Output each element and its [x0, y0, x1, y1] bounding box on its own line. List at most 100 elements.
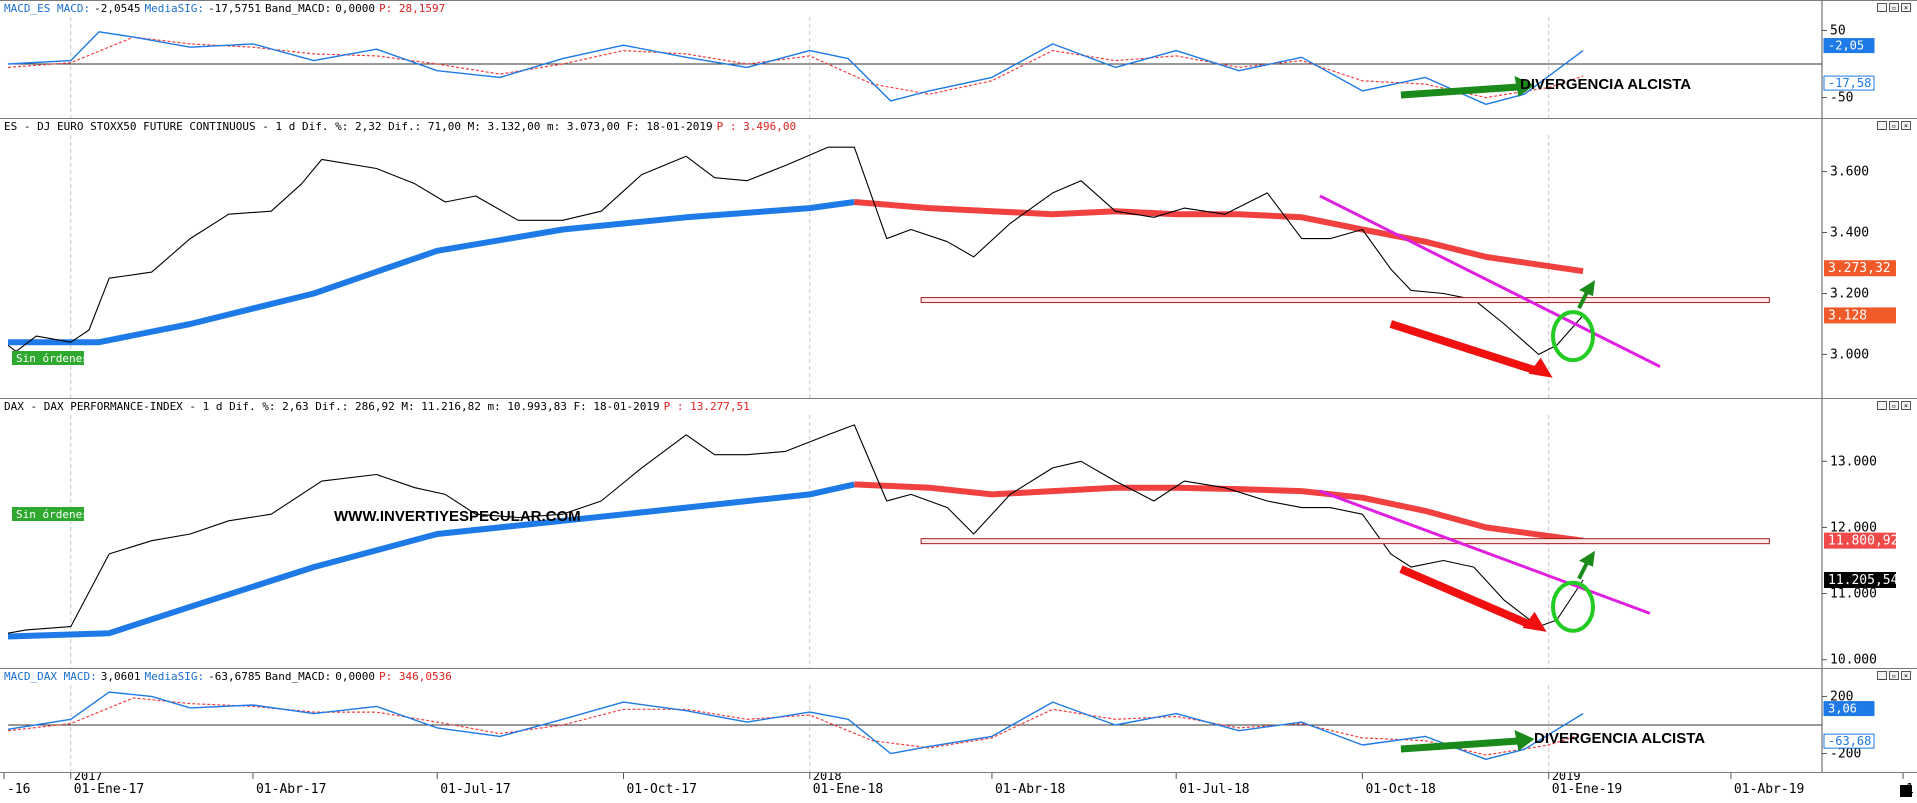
header-segment: MACD_ES MACD: — [4, 2, 91, 15]
value-label-box — [1824, 307, 1896, 324]
header-segment: P : 13.277,51 — [663, 400, 750, 413]
pane-window-controls[interactable]: _ ▫ × — [1877, 401, 1911, 411]
restore-icon[interactable]: ▫ — [1889, 3, 1899, 12]
header-segment: MediaSIG: — [144, 670, 205, 683]
close-icon[interactable]: × — [1901, 401, 1911, 410]
x-tick-label: 01-Ene-18 — [813, 782, 883, 797]
macd-dax-header: MACD_DAX MACD: 3,0601 MediaSIG: -63,6785 Ban… — [4, 670, 456, 683]
es-header: ES - DJ EURO STOXX50 FUTURE CONTINUOUS -… — [4, 120, 800, 133]
macd-line — [7, 691, 1584, 760]
value-label: -63,68 — [1828, 734, 1871, 748]
pane-window-controls[interactable]: _ ▫ × — [1877, 671, 1911, 681]
value-label: 3.128 — [1828, 308, 1867, 323]
time-axis[interactable]: -16 01-Ene-17 01-Abr-17 01-Jul-17 01-Oct-17 0… — [0, 769, 1917, 799]
y-tick-label: 10.000 — [1830, 653, 1877, 668]
restore-icon[interactable]: ▫ — [1889, 121, 1899, 130]
y-tick-label: 13.000 — [1830, 454, 1877, 469]
y-tick-label: 3.400 — [1830, 226, 1869, 241]
no-orders-badge — [12, 351, 84, 365]
minimize-icon[interactable]: _ — [1877, 3, 1887, 12]
header-segment: ES - DJ EURO STOXX50 FUTURE CONTINUOUS -… — [4, 120, 713, 133]
minimize-icon[interactable]: _ — [1877, 671, 1887, 680]
x-tick-label: 01-Jul-17 — [440, 782, 510, 797]
header-segment: P: 28,1597 — [379, 2, 446, 15]
restore-icon[interactable]: ▫ — [1889, 401, 1899, 410]
value-label-box — [1823, 733, 1875, 749]
y-tick-label: 50 — [1830, 23, 1846, 38]
y-tick-label: 11.000 — [1830, 587, 1877, 602]
header-segment: MediaSIG: — [144, 2, 205, 15]
minimize-icon[interactable]: _ — [1877, 121, 1887, 130]
price-line — [7, 146, 1584, 355]
breakout-arrow-head — [1579, 280, 1596, 297]
no-orders-badge-label: Sin órdenes — [16, 508, 89, 521]
x-tick-label: -16 — [7, 782, 30, 797]
x-tick-label: 01-Oct-18 — [1365, 782, 1435, 797]
value-label-box — [1823, 75, 1875, 91]
down-arrow — [1399, 565, 1533, 629]
value-label: -17,58 — [1828, 76, 1871, 90]
dax-price-pane[interactable]: 13.000 12.000 11.000 10.000 Sin órdenes WWW.I… — [0, 398, 1917, 669]
signal-line — [7, 36, 1584, 99]
dax-price-chart[interactable]: 13.000 12.000 11.000 10.000 Sin órdenes WWW.I… — [0, 399, 1917, 669]
breakout-arrow — [1577, 291, 1589, 310]
x-tick-label: 01-Abr-18 — [995, 782, 1065, 797]
macd-es-pane[interactable]: 50 -50 DIVERGENCIA ALCISTA -2,05 -17,58 MACD… — [0, 0, 1917, 119]
support-zone — [920, 538, 1770, 545]
moving-average-up — [8, 199, 855, 346]
pane-window-controls[interactable]: _ ▫ × — [1877, 3, 1911, 13]
signal-line — [7, 697, 1584, 756]
trendline — [1319, 489, 1651, 615]
minimize-icon[interactable]: _ — [1877, 401, 1887, 410]
es-price-pane[interactable]: 3.600 3.400 3.200 3.000 Sin órdenes 3.273,32 3… — [0, 118, 1917, 399]
moving-average-down — [854, 481, 1584, 544]
header-segment: P: 346,0536 — [379, 670, 452, 683]
support-zone — [920, 297, 1770, 304]
close-icon[interactable]: × — [1901, 671, 1911, 680]
y-tick-label: 3.600 — [1830, 165, 1869, 180]
x-year-label: 2018 — [813, 773, 842, 783]
close-icon[interactable]: × — [1901, 3, 1911, 12]
down-arrow-head — [1522, 611, 1547, 632]
header-segment: 3,0601 — [100, 670, 141, 683]
x-tick-label: 01-Ene-19 — [1552, 782, 1622, 797]
y-tick-label: 3.200 — [1830, 286, 1869, 301]
es-price-chart[interactable]: 3.600 3.400 3.200 3.000 Sin órdenes 3.273,32 3… — [0, 119, 1917, 399]
x-tick-label: 01-Jul-18 — [1179, 782, 1249, 797]
divergence-annotation: DIVERGENCIA ALCISTA — [1520, 76, 1691, 93]
close-icon[interactable]: × — [1901, 121, 1911, 130]
pane-window-controls[interactable]: _ ▫ × — [1877, 121, 1911, 131]
header-segment: Band_MACD: — [265, 670, 332, 683]
macd-dax-pane[interactable]: 200 -200 DIVERGENCIA ALCISTA 3,06 -63,68 MAC… — [0, 668, 1917, 773]
x-tick-label: 01-Oct-17 — [626, 782, 696, 797]
value-label: 11.800,92 — [1828, 534, 1898, 549]
header-segment: P : 3.496,00 — [716, 120, 797, 133]
breakout-arrow-head — [1579, 550, 1596, 567]
header-segment: 0,0000 — [335, 2, 376, 15]
header-segment: 0,0000 — [335, 670, 376, 683]
x-tick-label: 01-Ene-17 — [74, 782, 144, 797]
restore-icon[interactable]: ▫ — [1889, 671, 1899, 680]
x-tick-label: 01-Abr-17 — [256, 782, 326, 797]
trendline — [1319, 194, 1661, 368]
y-tick-label: 12.000 — [1830, 520, 1877, 535]
divergence-arrow-head — [1514, 76, 1535, 97]
time-axis-svg[interactable]: -16 01-Ene-17 01-Abr-17 01-Jul-17 01-Oct-17 0… — [0, 769, 1917, 799]
value-label-box — [1824, 260, 1896, 277]
header-segment: -2,0545 — [94, 2, 141, 15]
macd-es-chart[interactable]: 50 -50 DIVERGENCIA ALCISTA -2,05 -17,58 — [0, 1, 1917, 119]
breakout-arrow — [1577, 561, 1589, 580]
axis-corner-icon[interactable] — [1900, 785, 1912, 797]
y-tick-label: 3.000 — [1830, 347, 1869, 362]
no-orders-badge — [12, 507, 84, 521]
divergence-arrow — [1400, 737, 1519, 753]
macd-dax-chart[interactable]: 200 -200 DIVERGENCIA ALCISTA 3,06 -63,68 — [0, 669, 1917, 773]
macd-es-header: MACD_ES MACD: -2,0545 MediaSIG: -17,5751 Ban… — [4, 2, 449, 15]
x-year-label: 2019 — [1552, 773, 1581, 783]
value-label-box — [1823, 38, 1875, 54]
value-label: 3,06 — [1828, 702, 1857, 716]
moving-average-down — [854, 199, 1584, 275]
watermark-text: WWW.INVERTIYESPECULAR.COM — [334, 508, 581, 525]
header-segment: -17,5751 — [208, 2, 262, 15]
